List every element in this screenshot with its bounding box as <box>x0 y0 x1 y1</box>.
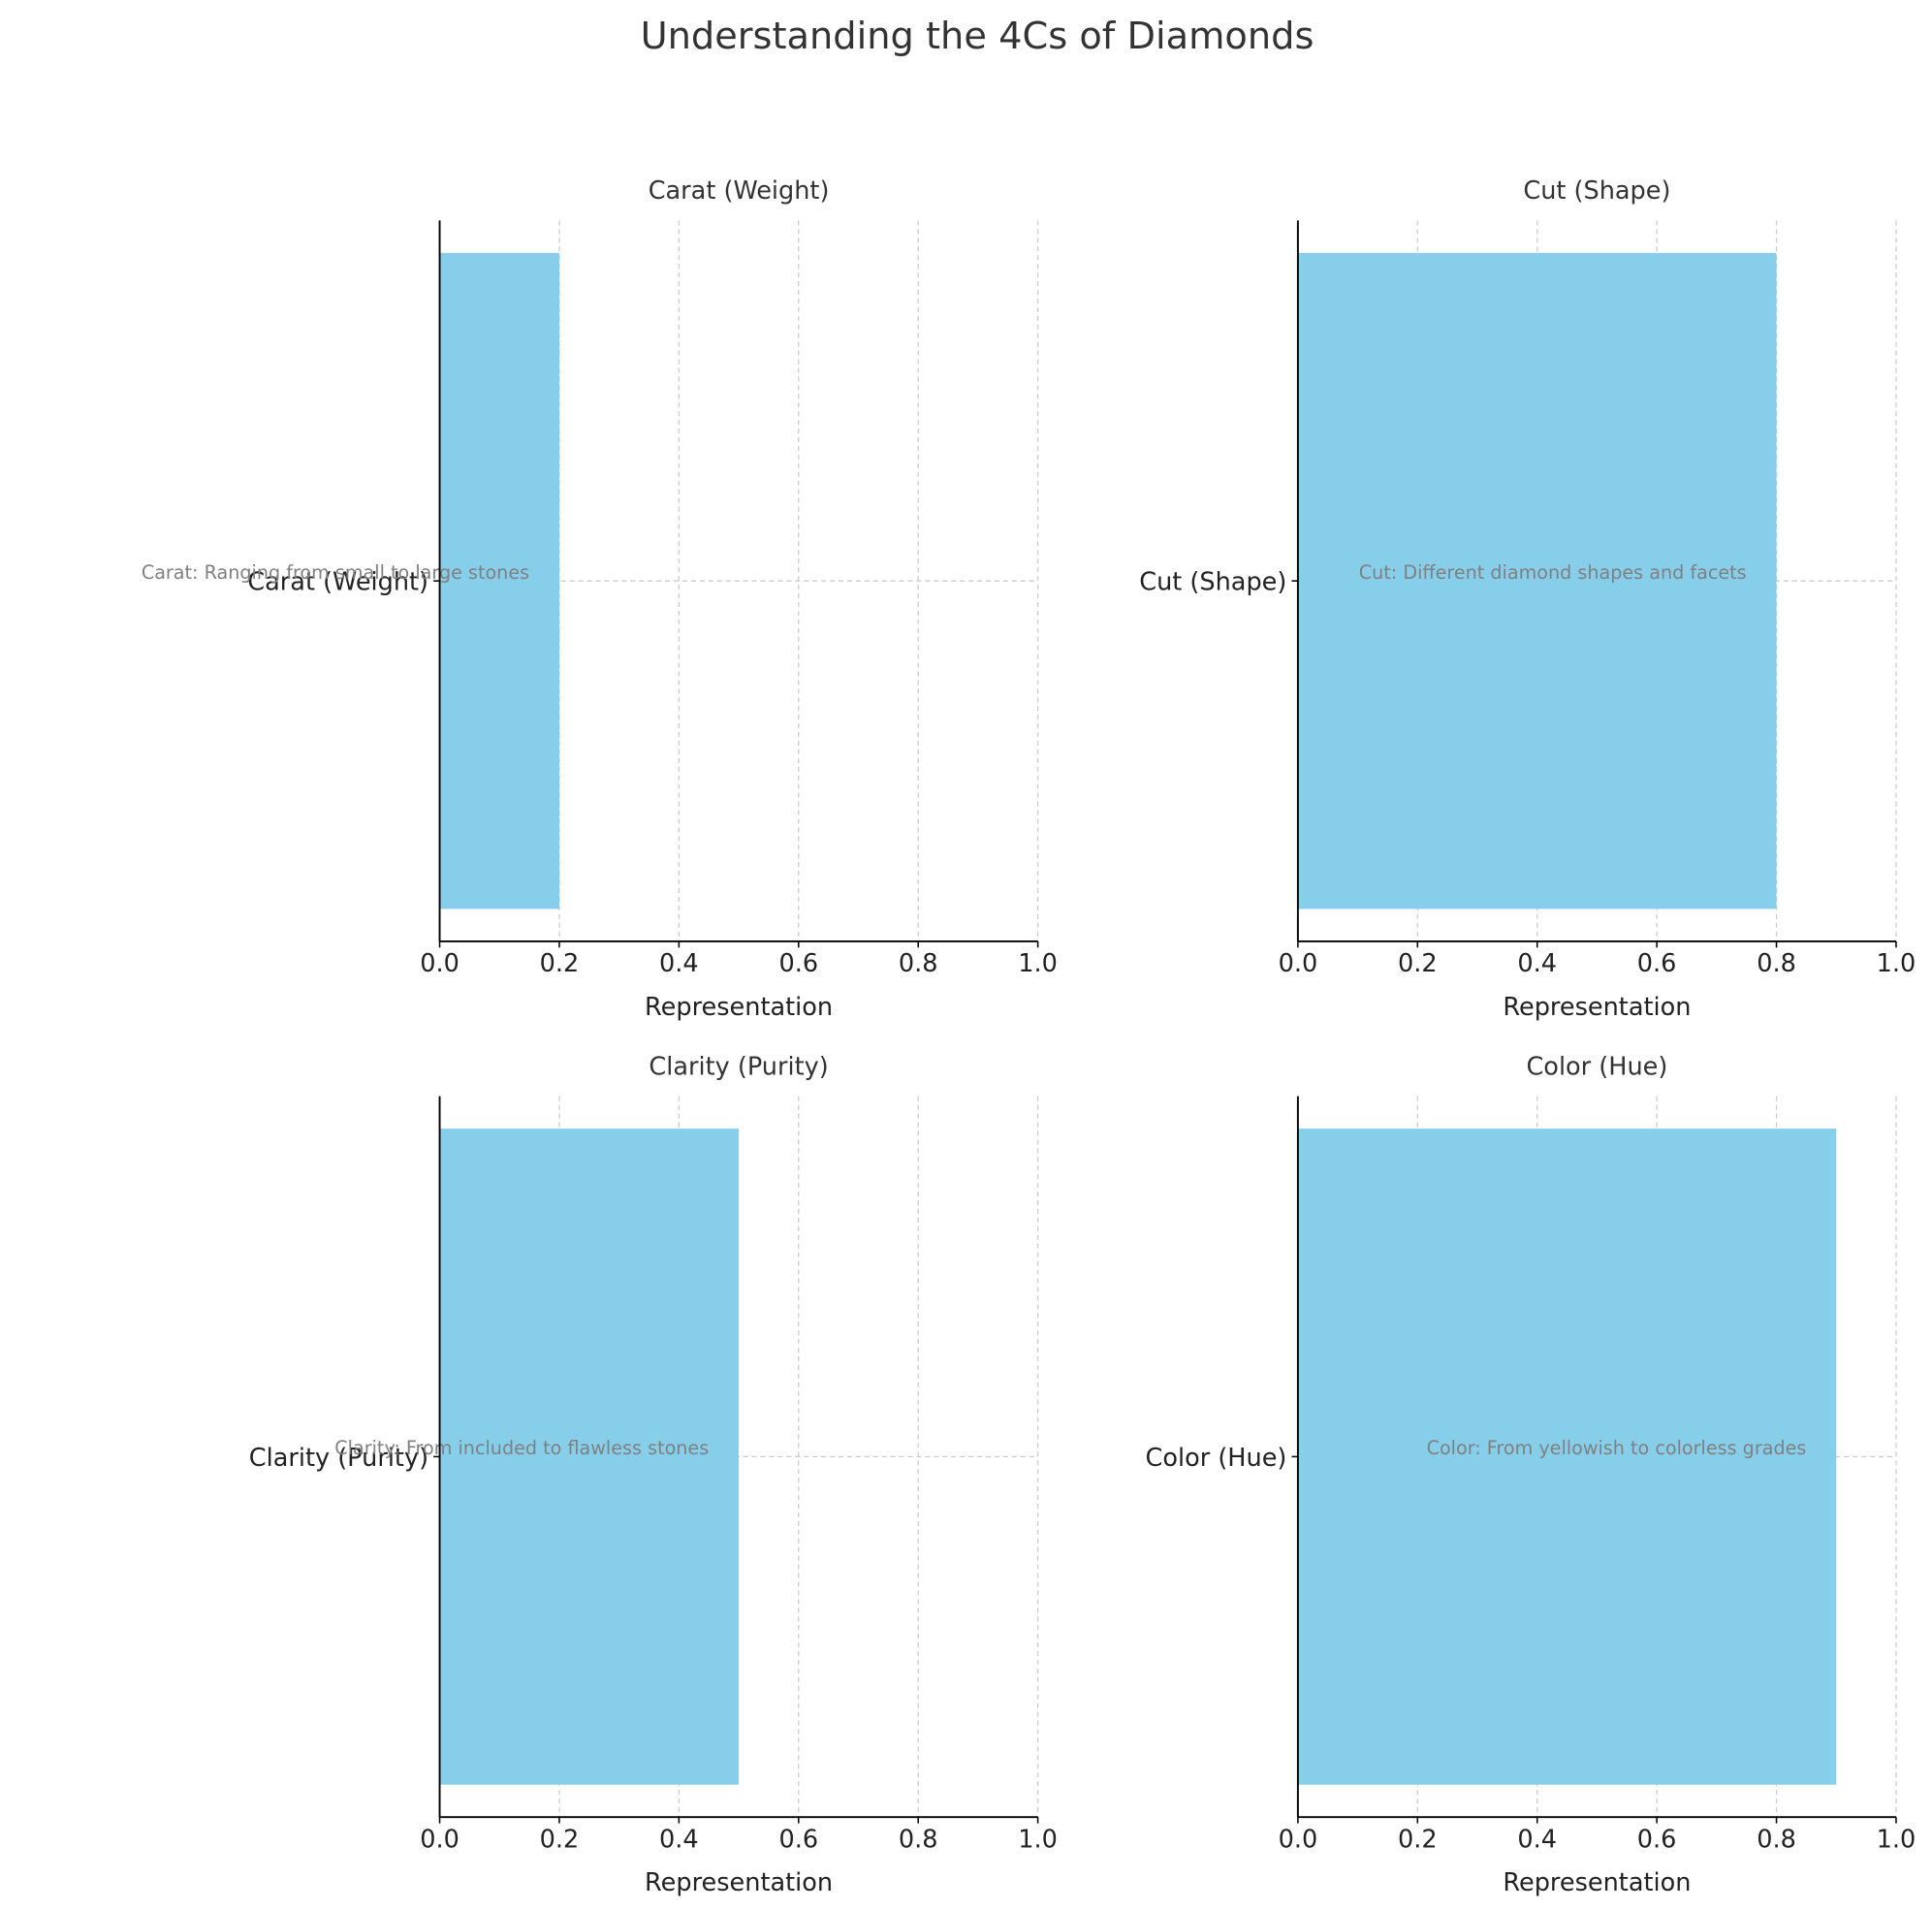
subplot-title: Carat (Weight) <box>649 176 830 206</box>
annotation: Carat: Ranging from small to large stone… <box>142 561 529 584</box>
subplot-title: Cut (Shape) <box>1523 176 1670 206</box>
x-tick-label: 0.6 <box>778 1825 818 1854</box>
bar <box>439 252 559 909</box>
x-tick-label: 0.0 <box>420 1825 459 1854</box>
x-tick-label: 1.0 <box>1877 1825 1916 1854</box>
x-tick-label: 0.8 <box>899 1825 938 1854</box>
x-tick-label: 0.4 <box>659 1825 699 1854</box>
y-tick-label: Cut (Shape) <box>1139 568 1286 597</box>
y-tick-label: Clarity (Purity) <box>249 1444 428 1473</box>
x-tick-label: 0.8 <box>899 949 938 978</box>
x-axis-label: Representation <box>1503 993 1691 1022</box>
x-tick-label: 1.0 <box>1018 1825 1058 1854</box>
figure-title: Understanding the 4Cs of Diamonds <box>641 15 1314 58</box>
bar <box>1297 252 1777 909</box>
x-axis-label: Representation <box>1503 1868 1691 1897</box>
x-tick-label: 0.8 <box>1757 1825 1796 1854</box>
x-tick-label: 0.4 <box>659 949 699 978</box>
bar <box>1297 1129 1837 1785</box>
x-tick-label: 0.2 <box>1398 949 1438 978</box>
x-tick-label: 0.0 <box>420 949 459 978</box>
x-tick-label: 0.6 <box>1637 949 1677 978</box>
subplot-title: Clarity (Purity) <box>649 1052 828 1081</box>
x-tick-label: 0.6 <box>1637 1825 1677 1854</box>
x-axis-label: Representation <box>645 1868 833 1897</box>
x-tick-label: 0.4 <box>1517 1825 1557 1854</box>
subplot-title: Color (Hue) <box>1526 1052 1667 1081</box>
annotation: Clarity: From included to flawless stone… <box>334 1437 709 1459</box>
annotation: Cut: Different diamond shapes and facets <box>1359 561 1747 584</box>
y-tick-label: Carat (Weight) <box>247 568 428 597</box>
x-tick-label: 0.2 <box>540 1825 580 1854</box>
x-tick-label: 0.8 <box>1757 949 1796 978</box>
x-tick-label: 1.0 <box>1018 949 1058 978</box>
annotation: Color: From yellowish to colorless grade… <box>1427 1437 1807 1459</box>
x-tick-label: 1.0 <box>1877 949 1916 978</box>
y-tick-label: Color (Hue) <box>1146 1444 1287 1473</box>
x-tick-label: 0.0 <box>1279 949 1318 978</box>
x-axis-label: Representation <box>645 993 833 1022</box>
x-tick-label: 0.4 <box>1517 949 1557 978</box>
x-tick-label: 0.2 <box>540 949 580 978</box>
bar <box>439 1129 740 1785</box>
x-tick-label: 0.2 <box>1398 1825 1438 1854</box>
x-tick-label: 0.0 <box>1279 1825 1318 1854</box>
x-tick-label: 0.6 <box>778 949 818 978</box>
